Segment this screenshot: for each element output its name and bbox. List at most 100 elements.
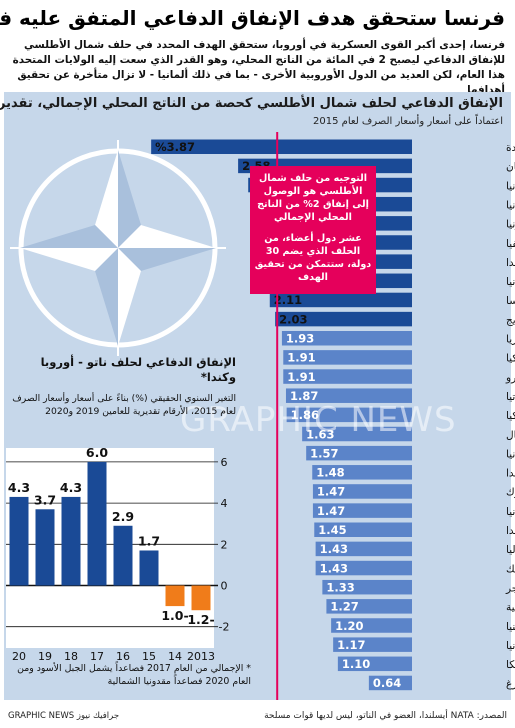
country-label: بريطانيا — [506, 180, 515, 192]
bar-value-label: 1.47 — [317, 504, 345, 518]
inset-chart-subtitle: التغير السنوي الحقيقي (%) بناءً على أسعا… — [12, 393, 236, 417]
bar — [306, 445, 412, 461]
bar-value-label: 1.63 — [306, 427, 334, 441]
inset-bar — [139, 550, 159, 586]
country-label: سلوفاكيا — [506, 410, 515, 422]
inset-bar — [9, 496, 29, 586]
bar — [281, 331, 412, 346]
bar-value-label: 1.93 — [286, 332, 314, 346]
bar — [312, 465, 412, 480]
country-label: ألبانيا — [506, 504, 515, 518]
bar-value-label: 1.43 — [320, 561, 348, 575]
inset-y-tick-label: -2 — [219, 621, 230, 634]
inset-bar-value-label: 1.0- — [161, 608, 188, 623]
headline: فرنسا ستحقق هدف الإنفاق الدفاعي المتفق ع… — [0, 6, 505, 30]
target-callout: التوجيه من حلف شمال الأطلسي هو الوصول إل… — [250, 166, 376, 294]
bar-value-label: 1.27 — [330, 600, 358, 614]
country-label: إيطاليا — [506, 544, 515, 556]
bar — [283, 369, 412, 384]
inset-y-tick-label: 6 — [221, 456, 228, 469]
bar-value-label: 1.33 — [326, 580, 354, 594]
inset-y-tick-label: 4 — [221, 497, 228, 510]
country-label: ليتوانيا — [506, 276, 515, 288]
bar-value-label: 0.64 — [373, 676, 401, 690]
callout-members-text: عشر دول أعضاء، من الحلف الذي يضم 30 دولة… — [254, 233, 372, 283]
inset-bar — [87, 461, 107, 586]
source-note: المصدر: NATA أيسلندا، العضو في الناتو، ل… — [264, 711, 507, 721]
bar-value-label: 1.17 — [337, 638, 365, 652]
inset-bar-value-label: 1.2- — [187, 612, 214, 627]
bar — [302, 426, 412, 442]
watermark: GRAPHIC NEWS — [180, 400, 457, 440]
country-label: جمهورية التشيك — [506, 563, 515, 575]
bar — [322, 579, 412, 595]
inset-chart-title: الإنفاق الدفاعي لحلف ناتو - أوروبا وكندا… — [40, 355, 236, 384]
credit: جرافيك نيوز GRAPHIC NEWS — [8, 711, 120, 721]
bar — [315, 560, 412, 576]
inset-bar — [165, 585, 185, 607]
inset-x-tick-label: 2013 — [187, 650, 215, 663]
country-label: مونتينيغرو — [505, 372, 515, 384]
main-chart-subtitle: اعتماداً على أسعار وأسعار الصرف لعام 201… — [313, 116, 503, 127]
inset-x-tick-label: 16 — [116, 650, 130, 663]
inset-x-tick-label: 19 — [38, 650, 52, 663]
bar — [333, 637, 412, 652]
inset-bar — [113, 525, 133, 586]
bar — [275, 311, 412, 327]
country-label: مقدونيا الشمالية — [506, 602, 515, 614]
inset-y-tick-label: 0 — [221, 580, 228, 593]
country-label: ألمانيا — [506, 446, 515, 460]
country-label: الدنمارك — [506, 487, 515, 499]
inset-bar-value-label: 4.3 — [8, 480, 30, 495]
bar — [283, 350, 412, 365]
bar — [286, 407, 412, 423]
country-label: بلغاريا — [506, 334, 515, 346]
bar-value-label: %3.87 — [155, 140, 195, 154]
inset-x-tick-label: 14 — [168, 650, 182, 663]
inset-bar — [35, 509, 55, 586]
bar-value-label: 1.57 — [310, 446, 338, 460]
nato-compass-star-icon — [10, 140, 226, 356]
bar-value-label: 2.03 — [279, 312, 307, 326]
bar-value-label: 1.91 — [287, 351, 315, 365]
country-label: رومانيا — [506, 199, 515, 211]
bar — [314, 522, 412, 537]
country-label: الولايات المتحدة — [506, 142, 515, 154]
inset-bar — [61, 496, 81, 586]
country-label: كندا — [506, 525, 515, 537]
country-label: اليونان — [506, 161, 515, 173]
country-label: هولندا — [506, 468, 515, 480]
inset-bar-value-label: 2.9 — [112, 509, 134, 524]
bar-value-label: 1.10 — [342, 657, 370, 671]
bar-value-label: 1.91 — [287, 370, 315, 384]
country-label: المجر — [505, 582, 515, 594]
bar — [331, 618, 412, 633]
inset-y-tick-label: 2 — [221, 538, 228, 551]
inset-bar-value-label: 3.7 — [34, 492, 56, 507]
country-label: تركيا — [506, 353, 515, 365]
country-label: فرنسا — [506, 295, 515, 307]
bar — [337, 656, 412, 672]
bar-value-label: 1.43 — [320, 542, 348, 556]
bar-value-label: 1.86 — [291, 408, 319, 422]
inset-x-tick-label: 15 — [142, 650, 156, 663]
bar — [368, 675, 412, 691]
callout-target-text: التوجيه من حلف شمال الأطلسي هو الوصول إل… — [257, 173, 369, 223]
bar — [285, 388, 412, 403]
country-label: البرتغال — [506, 429, 515, 441]
bar-value-label: 1.48 — [316, 466, 344, 480]
inset-x-tick-label: 18 — [64, 650, 78, 663]
inset-bar — [191, 585, 211, 611]
country-label: النرويج — [506, 314, 515, 326]
bar — [326, 599, 412, 614]
bar — [151, 139, 413, 154]
bar — [315, 541, 412, 557]
bar-value-label: 1.47 — [317, 485, 345, 499]
bar-value-label: 1.87 — [290, 389, 318, 403]
bar-value-label: 2.11 — [274, 293, 302, 307]
inset-bar-value-label: 4.3 — [60, 480, 82, 495]
country-label: إستونيا — [506, 219, 515, 231]
bar — [269, 292, 412, 308]
